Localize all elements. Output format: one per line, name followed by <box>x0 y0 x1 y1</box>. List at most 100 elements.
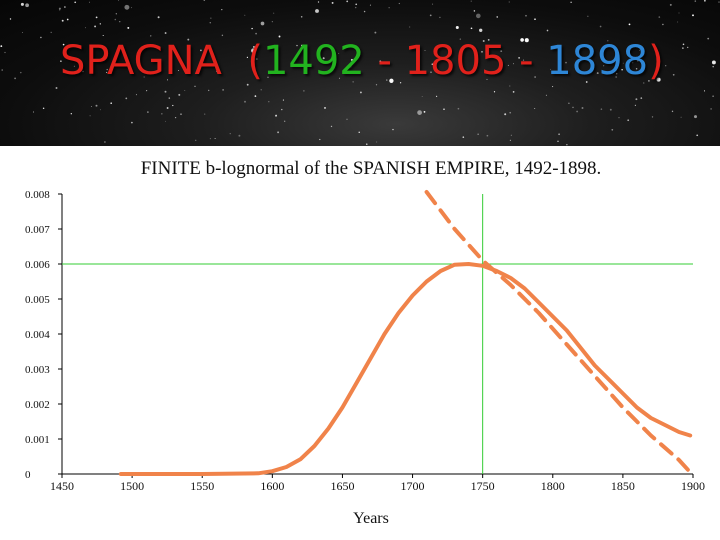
star <box>300 16 303 18</box>
star <box>161 113 163 115</box>
star <box>9 18 12 20</box>
star <box>522 59 525 61</box>
star <box>546 29 549 32</box>
star <box>710 108 712 110</box>
star <box>84 27 86 29</box>
star <box>358 131 360 133</box>
y-tick-label: 0.006 <box>25 259 50 271</box>
star <box>703 90 706 92</box>
star <box>317 1 320 3</box>
star <box>366 143 368 145</box>
star <box>124 4 130 10</box>
star <box>534 76 536 78</box>
star <box>131 121 133 124</box>
star <box>462 136 465 138</box>
star <box>424 49 426 51</box>
star <box>179 58 182 60</box>
star <box>622 62 624 64</box>
star <box>42 107 45 110</box>
star <box>509 111 512 114</box>
star <box>229 133 231 135</box>
star <box>195 139 197 141</box>
star <box>254 95 257 97</box>
star <box>216 70 217 72</box>
star <box>22 32 23 33</box>
star <box>95 104 98 107</box>
star <box>359 91 362 94</box>
star <box>421 96 423 97</box>
star <box>115 13 117 15</box>
star <box>278 35 281 38</box>
star <box>455 25 459 30</box>
star <box>634 104 637 107</box>
slide-title: SPAGNA (1492 - 1805 - 1898) <box>60 38 664 84</box>
star <box>518 57 520 59</box>
star <box>222 89 224 91</box>
star <box>457 107 460 110</box>
star <box>66 18 69 21</box>
star <box>443 108 445 110</box>
star <box>50 31 52 34</box>
y-tick-label: 0.008 <box>25 189 50 201</box>
star <box>78 69 79 71</box>
title-part: 1805 <box>404 38 507 84</box>
star <box>482 40 485 42</box>
star <box>172 104 174 107</box>
star <box>628 23 631 26</box>
star <box>200 49 202 52</box>
star <box>355 6 357 9</box>
star <box>355 3 358 6</box>
star <box>275 114 277 117</box>
star <box>558 133 560 136</box>
star <box>244 100 246 103</box>
y-tick-label: 0.002 <box>25 399 50 411</box>
star <box>430 71 432 73</box>
star <box>672 73 675 76</box>
star <box>435 95 438 98</box>
star <box>244 14 246 16</box>
star <box>40 36 42 39</box>
star <box>164 90 167 93</box>
star <box>534 108 536 109</box>
star <box>459 38 461 40</box>
star <box>711 60 716 65</box>
star <box>209 22 211 24</box>
star <box>473 10 476 12</box>
x-tick-label: 1900 <box>681 479 705 493</box>
star <box>669 3 672 6</box>
star <box>150 35 152 37</box>
star <box>496 16 498 18</box>
star <box>607 40 609 42</box>
star <box>346 0 349 3</box>
star <box>417 110 422 115</box>
star <box>570 1 572 3</box>
star <box>429 14 432 17</box>
x-tick-label: 1600 <box>260 479 284 493</box>
title-part: ) <box>648 38 664 84</box>
star <box>255 58 258 60</box>
star <box>14 77 17 80</box>
y-tick-label: 0.003 <box>25 364 50 376</box>
star <box>143 76 145 78</box>
star <box>572 106 574 109</box>
star <box>374 31 377 34</box>
star <box>552 86 554 88</box>
star <box>525 14 527 17</box>
x-tick-label: 1800 <box>541 479 565 493</box>
star <box>114 18 117 21</box>
star <box>267 76 269 78</box>
star <box>260 89 262 91</box>
star <box>486 134 489 137</box>
x-axis-label: Years <box>353 510 389 527</box>
star <box>534 18 536 21</box>
star <box>671 110 674 113</box>
star <box>187 38 190 41</box>
y-tick-label: 0.004 <box>25 329 50 341</box>
y-tick-label: 0.001 <box>25 434 50 446</box>
star <box>178 70 179 71</box>
star <box>600 108 603 110</box>
star <box>707 37 710 40</box>
star <box>524 38 529 43</box>
star <box>25 3 29 8</box>
star <box>331 1 334 4</box>
